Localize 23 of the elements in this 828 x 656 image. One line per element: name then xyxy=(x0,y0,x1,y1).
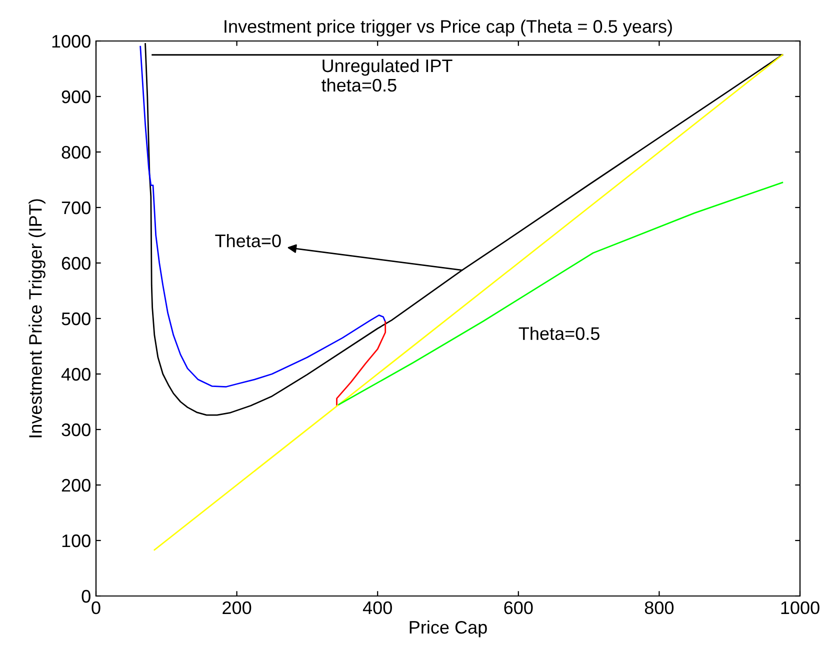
annotation: Theta=0.5 xyxy=(518,326,600,340)
x-tick-label: 0 xyxy=(92,601,100,614)
annotation: Unregulated IPT theta=0.5 xyxy=(322,58,452,92)
y-tick-label: 700 xyxy=(62,201,90,214)
y-tick-label: 600 xyxy=(62,256,90,270)
y-tick-label: 1000 xyxy=(52,34,90,48)
y-tick-label: 500 xyxy=(62,312,90,326)
y-tick-label: 400 xyxy=(61,368,90,381)
annotation: Theta=0 xyxy=(215,234,281,248)
y-tick-label: 200 xyxy=(62,478,90,492)
chart-title: Investment price trigger vs Price cap (Theta = 0.5 years) xyxy=(224,20,672,36)
y-tick-label: 0 xyxy=(82,590,90,603)
x-tick-label: 800 xyxy=(644,601,674,614)
x-axis-title: Price Cap xyxy=(410,620,487,638)
y-axis-title: Investment Price Trigger (IPT) xyxy=(28,199,46,438)
y-tick-label: 100 xyxy=(62,534,90,548)
x-tick-label: 1000 xyxy=(781,601,820,614)
x-tick-label: 400 xyxy=(362,601,392,614)
y-tick-label: 900 xyxy=(62,90,90,104)
x-tick-label: 600 xyxy=(504,601,533,614)
y-tick-label: 800 xyxy=(62,146,90,159)
x-tick-label: 200 xyxy=(222,601,252,614)
y-tick-label: 300 xyxy=(62,423,90,436)
